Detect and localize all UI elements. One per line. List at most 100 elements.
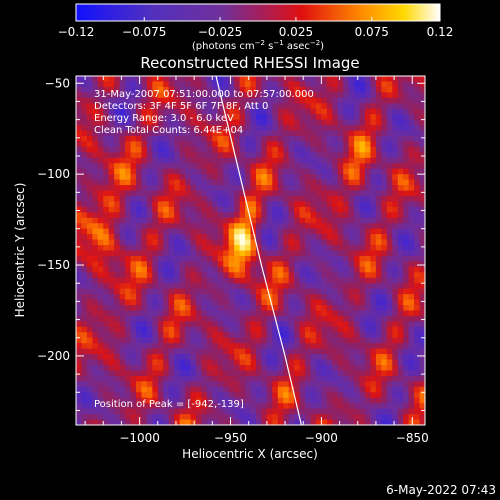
heatmap-cell bbox=[375, 365, 382, 372]
heatmap-cell bbox=[305, 305, 312, 312]
heatmap-cell bbox=[103, 157, 110, 164]
heatmap-cell bbox=[119, 397, 126, 404]
heatmap-cell bbox=[332, 86, 339, 93]
heatmap-cell bbox=[305, 272, 312, 279]
heatmap-cell bbox=[272, 255, 279, 263]
heatmap-cell bbox=[392, 250, 399, 257]
heatmap-cell bbox=[206, 76, 213, 83]
heatmap-cell bbox=[81, 370, 88, 377]
heatmap-cell bbox=[195, 343, 203, 350]
heatmap-cell bbox=[343, 272, 350, 279]
heatmap-cell bbox=[245, 414, 252, 421]
heatmap-cell bbox=[92, 223, 99, 230]
heatmap-cell bbox=[92, 217, 99, 224]
heatmap-cell bbox=[250, 212, 257, 219]
heatmap-cell bbox=[234, 414, 241, 421]
heatmap-cell bbox=[408, 179, 415, 186]
heatmap-cell bbox=[310, 310, 317, 317]
heatmap-cell bbox=[97, 119, 104, 126]
heatmap-cell bbox=[414, 97, 421, 104]
heatmap-cell bbox=[114, 283, 121, 290]
heatmap-cell bbox=[332, 201, 339, 208]
heatmap-cell bbox=[375, 234, 382, 241]
heatmap-cell bbox=[283, 245, 290, 252]
heatmap-cell bbox=[261, 283, 268, 290]
heatmap-cell bbox=[228, 86, 235, 93]
heatmap-cell bbox=[365, 381, 372, 388]
heatmap-cell bbox=[408, 130, 415, 137]
heatmap-cell bbox=[261, 403, 268, 410]
heatmap-cell bbox=[272, 392, 279, 399]
heatmap-cell bbox=[261, 212, 268, 219]
heatmap-cell bbox=[392, 370, 399, 377]
heatmap-cell bbox=[245, 266, 252, 273]
heatmap-cell bbox=[217, 397, 224, 404]
heatmap-cell bbox=[272, 294, 279, 301]
heatmap-cell bbox=[76, 206, 83, 213]
heatmap-cell bbox=[190, 255, 197, 263]
heatmap-cell bbox=[179, 92, 186, 99]
heatmap-cell bbox=[146, 179, 153, 186]
heatmap-cell bbox=[168, 201, 175, 208]
heatmap-cell bbox=[283, 195, 290, 203]
heatmap-cell bbox=[337, 217, 344, 224]
heatmap-cell bbox=[146, 119, 153, 126]
heatmap-cell bbox=[92, 408, 99, 415]
heatmap-cell bbox=[245, 190, 252, 197]
heatmap-cell bbox=[92, 157, 99, 164]
heatmap-cell bbox=[332, 386, 339, 393]
heatmap-cell bbox=[234, 348, 241, 355]
heatmap-cell bbox=[103, 283, 110, 290]
heatmap-cell bbox=[294, 365, 301, 372]
heatmap-cell bbox=[272, 414, 279, 421]
heatmap-cell bbox=[359, 141, 366, 148]
heatmap-cell bbox=[163, 337, 170, 344]
heatmap-cell bbox=[125, 185, 132, 192]
heatmap-cell bbox=[315, 108, 322, 115]
heatmap-cell bbox=[212, 414, 219, 421]
heatmap-cell bbox=[157, 234, 164, 241]
heatmap-cell bbox=[403, 125, 410, 132]
heatmap-cell bbox=[103, 381, 110, 388]
heatmap-cell bbox=[185, 305, 192, 312]
heatmap-cell bbox=[337, 283, 344, 290]
heatmap-cell bbox=[266, 299, 273, 306]
heatmap-cell bbox=[146, 228, 153, 235]
heatmap-cell bbox=[408, 381, 415, 388]
heatmap-cell bbox=[179, 365, 186, 372]
heatmap-cell bbox=[190, 141, 197, 148]
heatmap-cell bbox=[212, 97, 219, 104]
heatmap-cell bbox=[266, 212, 273, 219]
heatmap-cell bbox=[135, 266, 143, 273]
heatmap-cell bbox=[92, 392, 99, 399]
heatmap-cell bbox=[135, 86, 143, 93]
heatmap-cell bbox=[212, 283, 219, 290]
heatmap-cell bbox=[163, 185, 170, 192]
heatmap-cell bbox=[397, 354, 404, 361]
heatmap-cell bbox=[103, 212, 110, 219]
heatmap-cell bbox=[392, 392, 399, 399]
heatmap-cell bbox=[223, 141, 230, 148]
heatmap-cell bbox=[86, 299, 93, 306]
heatmap-cell bbox=[76, 223, 83, 230]
heatmap-cell bbox=[130, 223, 137, 230]
heatmap-cell bbox=[228, 283, 235, 290]
heatmap-cell bbox=[146, 163, 153, 170]
heatmap-cell bbox=[250, 250, 257, 257]
heatmap-cell bbox=[332, 239, 339, 246]
heatmap-cell bbox=[190, 315, 197, 322]
heatmap-cell bbox=[245, 179, 252, 186]
heatmap-cell bbox=[310, 375, 317, 382]
heatmap-cell bbox=[419, 315, 425, 322]
heatmap-cell bbox=[114, 381, 121, 388]
heatmap-cell bbox=[299, 135, 306, 143]
heatmap-cell bbox=[239, 234, 246, 241]
heatmap-cell bbox=[365, 255, 372, 263]
heatmap-cell bbox=[414, 419, 421, 425]
heatmap-cell bbox=[195, 321, 203, 328]
heatmap-cell bbox=[114, 272, 121, 279]
heatmap-cell bbox=[332, 168, 339, 175]
heatmap-cell bbox=[146, 125, 153, 132]
heatmap-cell bbox=[332, 135, 339, 143]
heatmap-cell bbox=[81, 354, 88, 361]
